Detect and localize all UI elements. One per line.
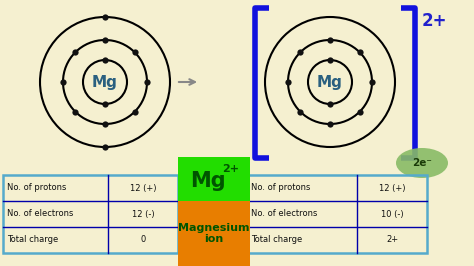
Text: 12 (+): 12 (+) bbox=[379, 184, 405, 193]
Bar bbox=[3, 175, 178, 253]
Text: Mg: Mg bbox=[92, 74, 118, 89]
Text: Mg: Mg bbox=[317, 74, 343, 89]
Text: No. of electrons: No. of electrons bbox=[251, 210, 318, 218]
Text: No. of protons: No. of protons bbox=[251, 184, 310, 193]
Text: Total charge: Total charge bbox=[7, 235, 58, 244]
Bar bbox=[178, 201, 250, 266]
Ellipse shape bbox=[396, 148, 448, 178]
Bar bbox=[178, 157, 250, 201]
Text: Total charge: Total charge bbox=[251, 235, 302, 244]
Text: 12 (-): 12 (-) bbox=[132, 210, 155, 218]
Text: 2+: 2+ bbox=[386, 235, 398, 244]
Text: 2e⁻: 2e⁻ bbox=[412, 158, 432, 168]
Text: Mg: Mg bbox=[191, 171, 226, 191]
Text: No. of protons: No. of protons bbox=[7, 184, 66, 193]
Text: 2+: 2+ bbox=[422, 12, 447, 30]
Text: No. of electrons: No. of electrons bbox=[7, 210, 73, 218]
Text: Magnesium
ion: Magnesium ion bbox=[178, 223, 250, 244]
Text: 12 (+): 12 (+) bbox=[130, 184, 156, 193]
Text: 0: 0 bbox=[140, 235, 146, 244]
Text: 10 (-): 10 (-) bbox=[381, 210, 403, 218]
Text: 2+: 2+ bbox=[222, 164, 239, 174]
Bar bbox=[247, 175, 427, 253]
